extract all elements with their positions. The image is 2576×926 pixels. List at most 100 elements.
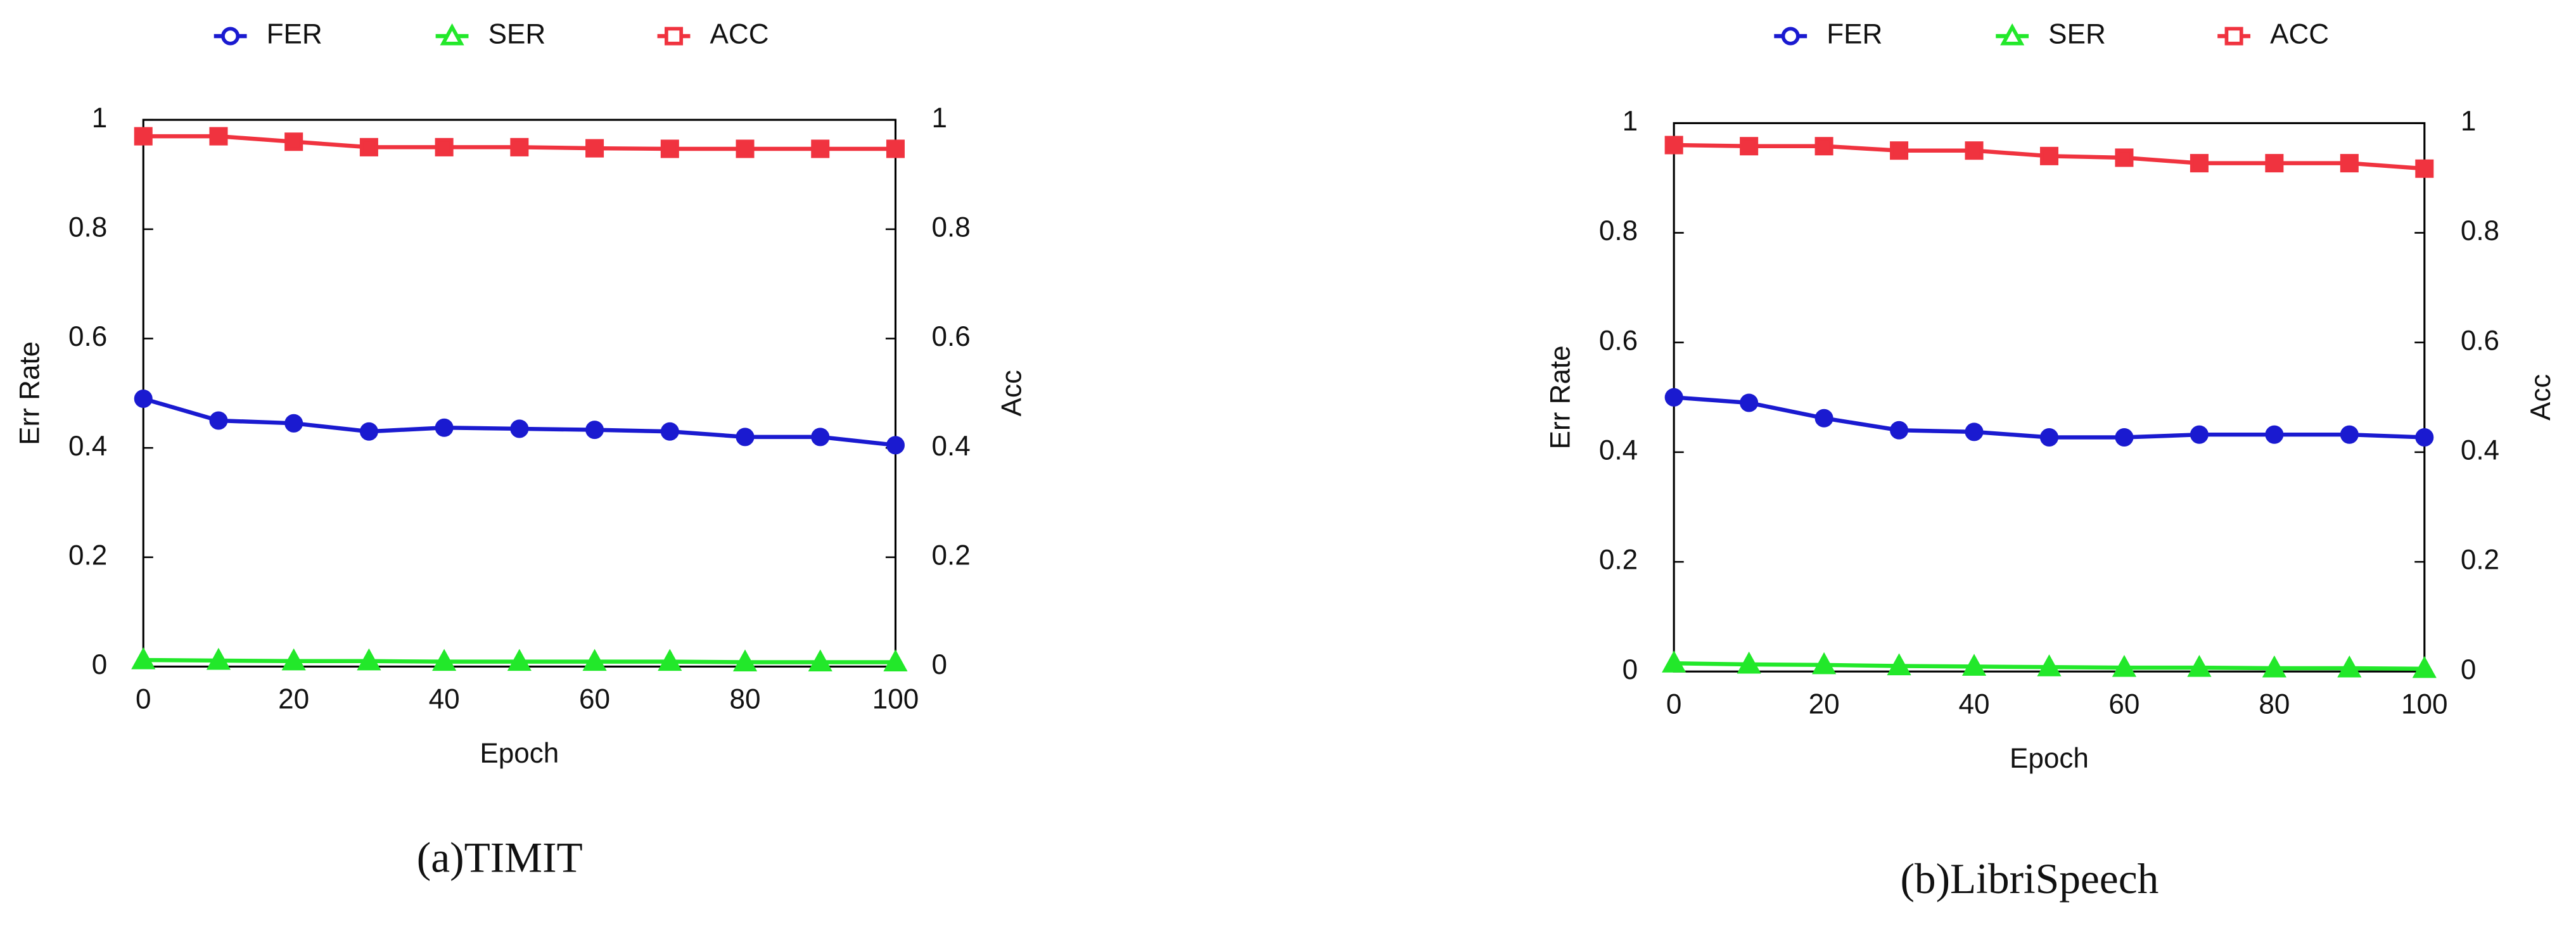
data-point (2039, 146, 2059, 165)
chart-title: (a)TIMIT (417, 834, 583, 881)
data-point (1662, 650, 1687, 673)
data-point (2337, 655, 2362, 678)
y-axis-label: Err Rate (15, 341, 46, 445)
y2-axis-label: Acc (2525, 374, 2556, 421)
y-tick-label: 0.4 (68, 431, 107, 462)
data-point (1814, 137, 1833, 156)
data-point (435, 418, 454, 437)
data-point (886, 139, 905, 158)
x-tick-label: 80 (730, 684, 761, 715)
data-point (1814, 409, 1833, 428)
data-point (1965, 422, 1984, 441)
y2-tick-label: 0.2 (931, 540, 970, 571)
data-point (1890, 421, 1909, 440)
data-point (131, 647, 156, 669)
legend-label: ACC (710, 19, 769, 50)
legend-label: ACC (2270, 19, 2329, 50)
legend-marker (2000, 23, 2025, 46)
x-tick-label: 0 (1666, 688, 1682, 720)
data-point (1737, 651, 1761, 674)
y-tick-label: 0.4 (1599, 435, 1638, 466)
x-tick-label: 80 (2259, 688, 2290, 720)
data-point (658, 649, 682, 671)
y2-tick-label: 0.4 (931, 431, 970, 462)
y2-axis-label: Acc (997, 370, 1028, 416)
data-point (2340, 154, 2359, 173)
y-tick-label: 1 (92, 103, 108, 134)
y2-tick-label: 0.8 (2461, 215, 2499, 246)
data-point (585, 421, 604, 440)
data-point (808, 649, 832, 672)
data-point (357, 648, 381, 671)
legend-marker (440, 23, 464, 46)
y-tick-label: 0.8 (68, 212, 107, 243)
y2-tick-label: 0.6 (931, 321, 970, 352)
data-point (1890, 141, 1909, 160)
data-point (206, 647, 231, 670)
data-point (883, 649, 908, 672)
data-point (1812, 652, 1837, 675)
legend-marker (2224, 27, 2243, 46)
legend-label: SER (2048, 19, 2106, 50)
data-point (2115, 148, 2134, 167)
data-point (2415, 428, 2434, 447)
plot-frame (142, 118, 897, 668)
data-point (435, 137, 454, 156)
data-point (284, 132, 303, 151)
legend-label: FER (1827, 19, 1882, 50)
data-point (2415, 159, 2434, 178)
x-tick-label: 60 (2108, 688, 2139, 720)
data-point (432, 649, 457, 671)
legend-marker (221, 27, 240, 46)
y2-tick-label: 0.6 (2461, 325, 2499, 356)
y-tick-label: 0.8 (1599, 215, 1638, 246)
x-tick-label: 20 (278, 684, 309, 715)
data-point (510, 137, 529, 156)
x-tick-label: 60 (579, 684, 610, 715)
data-point (284, 414, 303, 433)
x-tick-label: 100 (2401, 688, 2448, 720)
data-point (1965, 141, 1984, 160)
x-tick-label: 40 (1959, 688, 1990, 720)
data-point (660, 139, 679, 158)
chart-title: (b)LibriSpeech (1900, 855, 2158, 903)
y2-tick-label: 0 (2461, 654, 2477, 685)
plot-frame (1673, 122, 2426, 673)
legend-marker (665, 27, 684, 46)
y2-tick-label: 0.8 (931, 212, 970, 243)
y2-tick-label: 1 (2461, 106, 2477, 137)
y-tick-label: 0 (1623, 654, 1638, 685)
x-tick-label: 0 (136, 684, 151, 715)
data-point (660, 422, 679, 441)
data-point (2265, 425, 2284, 444)
data-point (507, 649, 532, 671)
data-point (2340, 425, 2359, 444)
data-point (1664, 136, 1683, 155)
y2-tick-label: 1 (931, 103, 947, 134)
data-point (736, 428, 755, 447)
data-point (209, 411, 228, 430)
data-point (2412, 656, 2437, 678)
y-tick-label: 0.2 (1599, 545, 1638, 576)
data-point (281, 648, 306, 671)
data-point (585, 139, 604, 158)
y2-tick-label: 0.2 (2461, 545, 2499, 576)
x-axis-label: Epoch (480, 738, 559, 769)
data-point (2262, 655, 2286, 678)
y2-tick-label: 0.4 (2461, 435, 2499, 466)
x-tick-label: 40 (429, 684, 460, 715)
data-point (1664, 388, 1683, 407)
x-tick-label: 20 (1809, 688, 1840, 720)
data-point (2190, 154, 2209, 173)
data-point (359, 137, 378, 156)
data-point (886, 436, 905, 455)
y2-tick-label: 0 (931, 649, 947, 680)
legend-label: SER (488, 19, 546, 50)
data-point (2039, 428, 2059, 447)
y-tick-label: 0.6 (68, 321, 107, 352)
data-point (1740, 137, 1759, 156)
data-point (2115, 428, 2134, 447)
data-point (811, 139, 830, 158)
